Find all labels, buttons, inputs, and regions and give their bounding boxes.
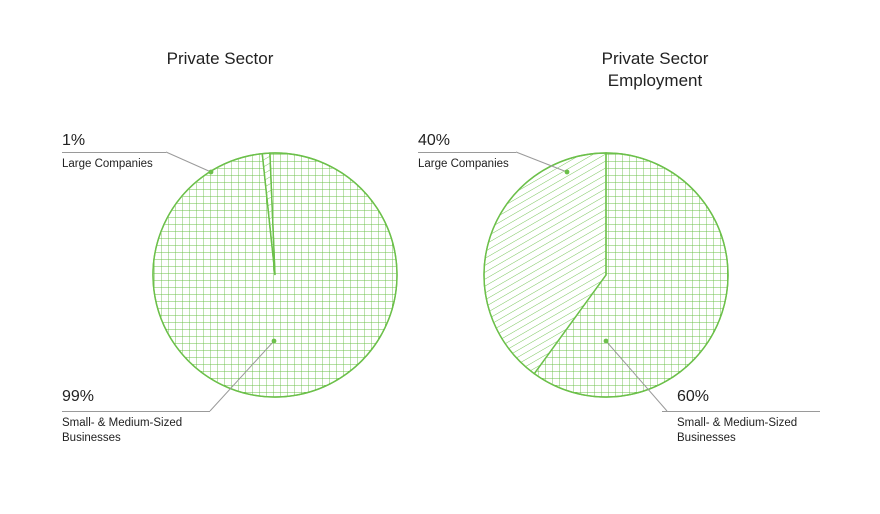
leader-dot xyxy=(271,338,277,344)
separator-line xyxy=(62,152,166,153)
leader-line xyxy=(515,151,568,173)
pie-slice-smb xyxy=(152,152,398,398)
large-companies-percent: 40% xyxy=(418,132,451,149)
chart-private-sector: Private Sector 1% Large Companies 99% Sm… xyxy=(62,49,398,444)
smb-percent: 99% xyxy=(62,388,95,405)
large-companies-label: Large Companies xyxy=(418,158,509,170)
pie-private-sector xyxy=(152,151,398,412)
smb-percent: 60% xyxy=(677,388,710,405)
chart-title: Private Sector Employment xyxy=(601,49,709,90)
leader-dot xyxy=(564,169,570,175)
leader-dot xyxy=(603,338,609,344)
smb-label: Small- & Medium-Sized Businesses xyxy=(62,417,183,444)
separator-line xyxy=(62,411,210,412)
leader-line xyxy=(209,340,275,412)
chart-title: Private Sector xyxy=(166,49,274,68)
pie-private-sector-employment xyxy=(483,151,729,412)
smb-label: Small- & Medium-Sized Businesses xyxy=(677,417,798,444)
separator-line xyxy=(418,152,516,153)
large-companies-percent: 1% xyxy=(62,132,86,149)
leader-line xyxy=(165,151,212,173)
chart-private-sector-employment: Private Sector Employment 40% Large Comp… xyxy=(418,0,880,514)
separator-line xyxy=(662,411,820,412)
pie-outline xyxy=(152,152,398,398)
leader-dot xyxy=(208,169,214,175)
pie-outline xyxy=(483,152,729,398)
large-companies-label: Large Companies xyxy=(62,158,153,170)
leader-line xyxy=(605,340,668,412)
